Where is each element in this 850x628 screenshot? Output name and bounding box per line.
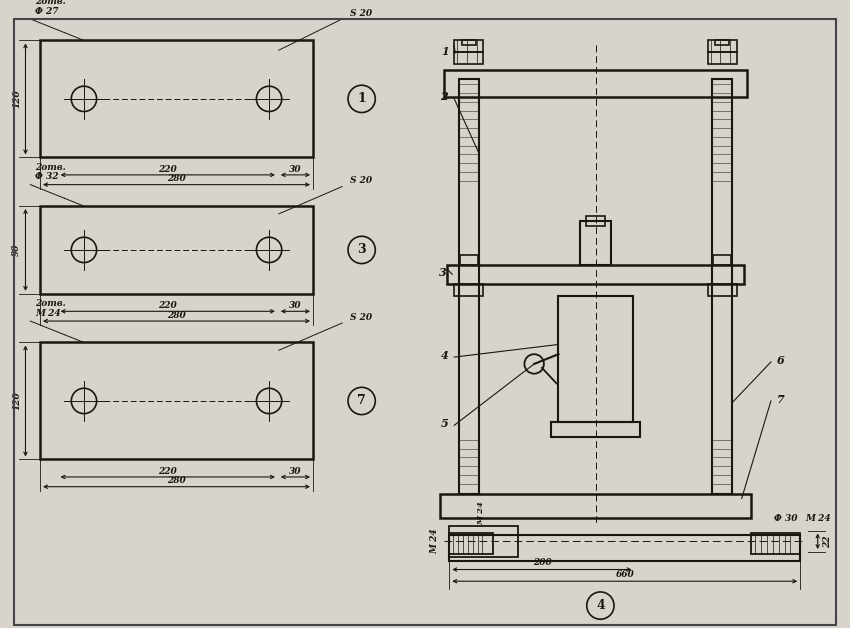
Text: 2отв.: 2отв. [35, 299, 66, 308]
Bar [580, 220, 611, 264]
Text: M 24: M 24 [431, 529, 439, 554]
Text: S 20: S 20 [350, 313, 372, 322]
Bar [40, 206, 313, 294]
Text: 7: 7 [357, 394, 366, 408]
Bar [450, 533, 493, 554]
Text: 280: 280 [167, 175, 186, 183]
Text: 30: 30 [289, 165, 302, 173]
Text: 220: 220 [158, 165, 177, 173]
Text: 2отв.: 2отв. [35, 163, 66, 171]
Bar [551, 423, 640, 437]
Bar [460, 255, 478, 264]
Bar [716, 40, 729, 45]
Text: 120: 120 [12, 392, 21, 410]
Text: S 20: S 20 [350, 9, 372, 18]
Text: 200: 200 [533, 558, 552, 567]
Text: 6: 6 [777, 355, 785, 365]
Text: 2отв.: 2отв. [35, 0, 66, 6]
Text: 22: 22 [823, 535, 832, 548]
Bar [462, 40, 476, 45]
Bar [40, 342, 313, 460]
Text: M 24: M 24 [35, 309, 61, 318]
Text: 3: 3 [357, 244, 366, 256]
Bar [707, 40, 737, 52]
Bar [447, 264, 744, 284]
Bar [459, 79, 479, 494]
Text: 4: 4 [596, 599, 604, 612]
Text: 7: 7 [777, 394, 785, 404]
Bar [586, 216, 605, 225]
Text: 90: 90 [12, 244, 21, 256]
Text: 2: 2 [439, 92, 447, 102]
Text: M 24: M 24 [805, 514, 830, 523]
Bar [454, 284, 484, 296]
Bar [707, 284, 737, 296]
Bar [454, 40, 484, 52]
Bar [40, 40, 313, 158]
Text: 5: 5 [440, 418, 449, 429]
Bar [707, 52, 737, 64]
Bar [450, 536, 800, 561]
Text: 30: 30 [289, 467, 302, 475]
Text: 220: 220 [158, 301, 177, 310]
Text: 280: 280 [167, 311, 186, 320]
Bar [751, 533, 800, 554]
Bar [454, 52, 484, 64]
Text: 30: 30 [289, 301, 302, 310]
Text: Φ 32: Φ 32 [35, 172, 59, 181]
Text: 3: 3 [439, 267, 446, 278]
Bar [445, 70, 746, 97]
Bar [450, 526, 518, 557]
Bar [558, 296, 632, 423]
Text: Φ 30: Φ 30 [774, 514, 797, 523]
Bar [712, 79, 732, 494]
Text: S 20: S 20 [350, 176, 372, 185]
Text: 1: 1 [357, 92, 366, 106]
Text: 280: 280 [167, 477, 186, 485]
Text: 120: 120 [12, 90, 21, 108]
Text: M 24: M 24 [478, 501, 485, 525]
Text: 220: 220 [158, 467, 177, 475]
Text: 4: 4 [440, 350, 449, 360]
Text: 660: 660 [615, 570, 634, 579]
Text: 1: 1 [442, 46, 450, 57]
Bar [439, 494, 751, 518]
Text: Φ 27: Φ 27 [35, 7, 59, 16]
Bar [713, 255, 731, 264]
